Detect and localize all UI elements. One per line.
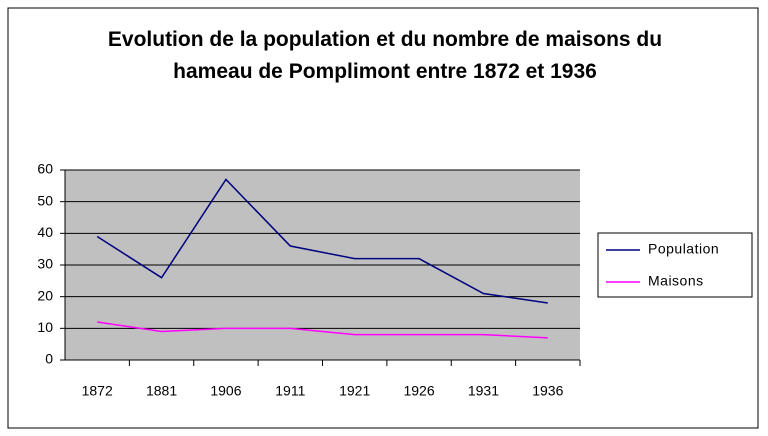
x-tick-label: 1926: [403, 383, 434, 399]
line-series: [96, 178, 548, 304]
legend-label: Population: [648, 241, 719, 257]
x-tick-label: 1936: [532, 383, 563, 399]
y-tick-label: 20: [37, 287, 53, 303]
y-tick-label: 10: [37, 319, 53, 335]
legend-box: [597, 232, 753, 298]
chart-title: Evolution de la population et du nombre …: [107, 28, 663, 83]
y-tick-label: 0: [45, 351, 53, 367]
x-tick-label: 1906: [210, 383, 241, 399]
y-tick-label: 30: [37, 256, 53, 272]
x-tick-label: 1921: [339, 383, 370, 399]
x-tick-label: 1931: [468, 383, 499, 399]
y-tick-label: 40: [37, 224, 53, 240]
x-tick-label: 1881: [146, 383, 177, 399]
x-tick-label: 1911: [275, 383, 305, 399]
x-tick-label: 1872: [82, 383, 113, 399]
y-tick-label: 60: [37, 161, 53, 177]
y-tick-label: 50: [37, 192, 53, 208]
legend-label: Maisons: [648, 273, 704, 289]
line-series: [97, 321, 548, 339]
